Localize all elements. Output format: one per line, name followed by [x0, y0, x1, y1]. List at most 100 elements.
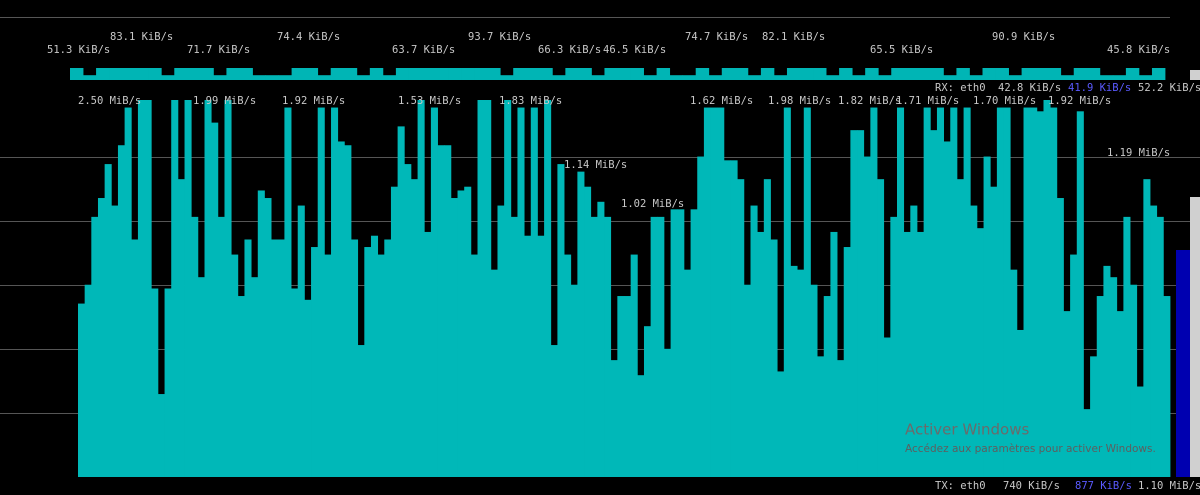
bar: [408, 68, 423, 80]
bar: [1123, 216, 1131, 477]
tx-label: 1.98 MiB/s: [768, 95, 831, 107]
bar: [956, 179, 964, 478]
bar: [450, 198, 458, 477]
bar: [337, 141, 345, 477]
bar: [464, 186, 472, 477]
bar: [161, 75, 175, 80]
bar: [151, 288, 159, 477]
rx-label: 71.7 KiB/s: [187, 44, 250, 56]
rx-label: 93.7 KiB/s: [468, 31, 531, 43]
bar: [610, 360, 618, 477]
bar: [390, 186, 399, 477]
bar: [278, 75, 293, 80]
bar: [637, 375, 645, 477]
bar: [1043, 100, 1051, 477]
bar: [557, 164, 565, 477]
tx-label: 1.02 MiB/s: [621, 198, 684, 210]
bar: [690, 209, 698, 477]
bar: [135, 68, 149, 80]
bar: [950, 107, 958, 477]
bar: [1070, 254, 1078, 477]
bar: [164, 288, 172, 477]
bar: [943, 141, 951, 477]
tx-label: 1.71 MiB/s: [896, 95, 959, 107]
bar: [1125, 68, 1140, 80]
bar: [1116, 311, 1124, 477]
bar: [1103, 265, 1111, 477]
bar: [923, 107, 931, 477]
tx-status-value: 877 KiB/s: [1075, 480, 1132, 492]
bar: [630, 254, 638, 477]
bar: [231, 254, 239, 477]
bar: [1073, 68, 1088, 80]
bar: [996, 107, 1004, 477]
bar: [84, 284, 92, 477]
bar: [916, 231, 925, 477]
bar: [311, 247, 319, 477]
bar: [343, 68, 358, 80]
bar: [786, 68, 801, 80]
bar: [770, 239, 778, 477]
bar: [1060, 75, 1075, 80]
bar: [474, 68, 488, 80]
bar: [826, 75, 840, 80]
bar: [291, 68, 306, 80]
bar: [1030, 107, 1038, 477]
rx-label: 46.5 KiB/s: [603, 44, 666, 56]
tx-label: 2.50 MiB/s: [78, 95, 141, 107]
bar: [430, 107, 438, 477]
bar: [330, 68, 345, 80]
bar: [1050, 107, 1058, 477]
bar: [917, 68, 931, 80]
bar: [1136, 386, 1144, 477]
bar: [83, 75, 97, 80]
bar: [837, 360, 845, 477]
bar: [970, 205, 978, 477]
bar: [457, 190, 465, 478]
bar: [382, 75, 397, 80]
bar: [982, 68, 996, 80]
bar: [500, 75, 514, 80]
bar: [1151, 68, 1166, 80]
bar: [137, 100, 145, 477]
bar: [797, 269, 805, 477]
bar: [897, 107, 905, 477]
bar: [271, 239, 279, 477]
bar: [191, 216, 199, 477]
bar: [590, 216, 598, 477]
bar: [344, 145, 352, 478]
bar: [444, 145, 452, 478]
rx-status-label: RX: eth0: [935, 82, 986, 94]
bar: [721, 68, 736, 80]
tx-status-value: 740 KiB/s: [1003, 480, 1060, 492]
bar: [930, 68, 944, 80]
bar: [435, 68, 449, 80]
bar: [904, 68, 918, 80]
bar: [956, 68, 970, 80]
bar: [550, 345, 558, 477]
bar: [852, 75, 866, 80]
bar: [695, 68, 710, 80]
bar: [710, 107, 718, 477]
bar: [265, 75, 279, 80]
bar: [643, 326, 652, 477]
bar: [324, 254, 332, 477]
bar: [624, 296, 632, 477]
bar: [910, 205, 918, 477]
bar: [404, 164, 412, 477]
bar: [750, 205, 758, 477]
bar: [291, 288, 299, 477]
bar: [1112, 75, 1127, 80]
bar: [513, 68, 527, 80]
bar: [237, 296, 245, 477]
bar: [969, 75, 983, 80]
bar: [757, 231, 765, 477]
bar: [148, 68, 162, 80]
tx-label: 1.62 MiB/s: [690, 95, 753, 107]
bar: [670, 209, 678, 477]
bar: [395, 68, 410, 80]
bar: [870, 107, 878, 477]
bar: [1156, 216, 1164, 477]
tx-label: 1.92 MiB/s: [1048, 95, 1111, 107]
bar: [78, 303, 86, 477]
